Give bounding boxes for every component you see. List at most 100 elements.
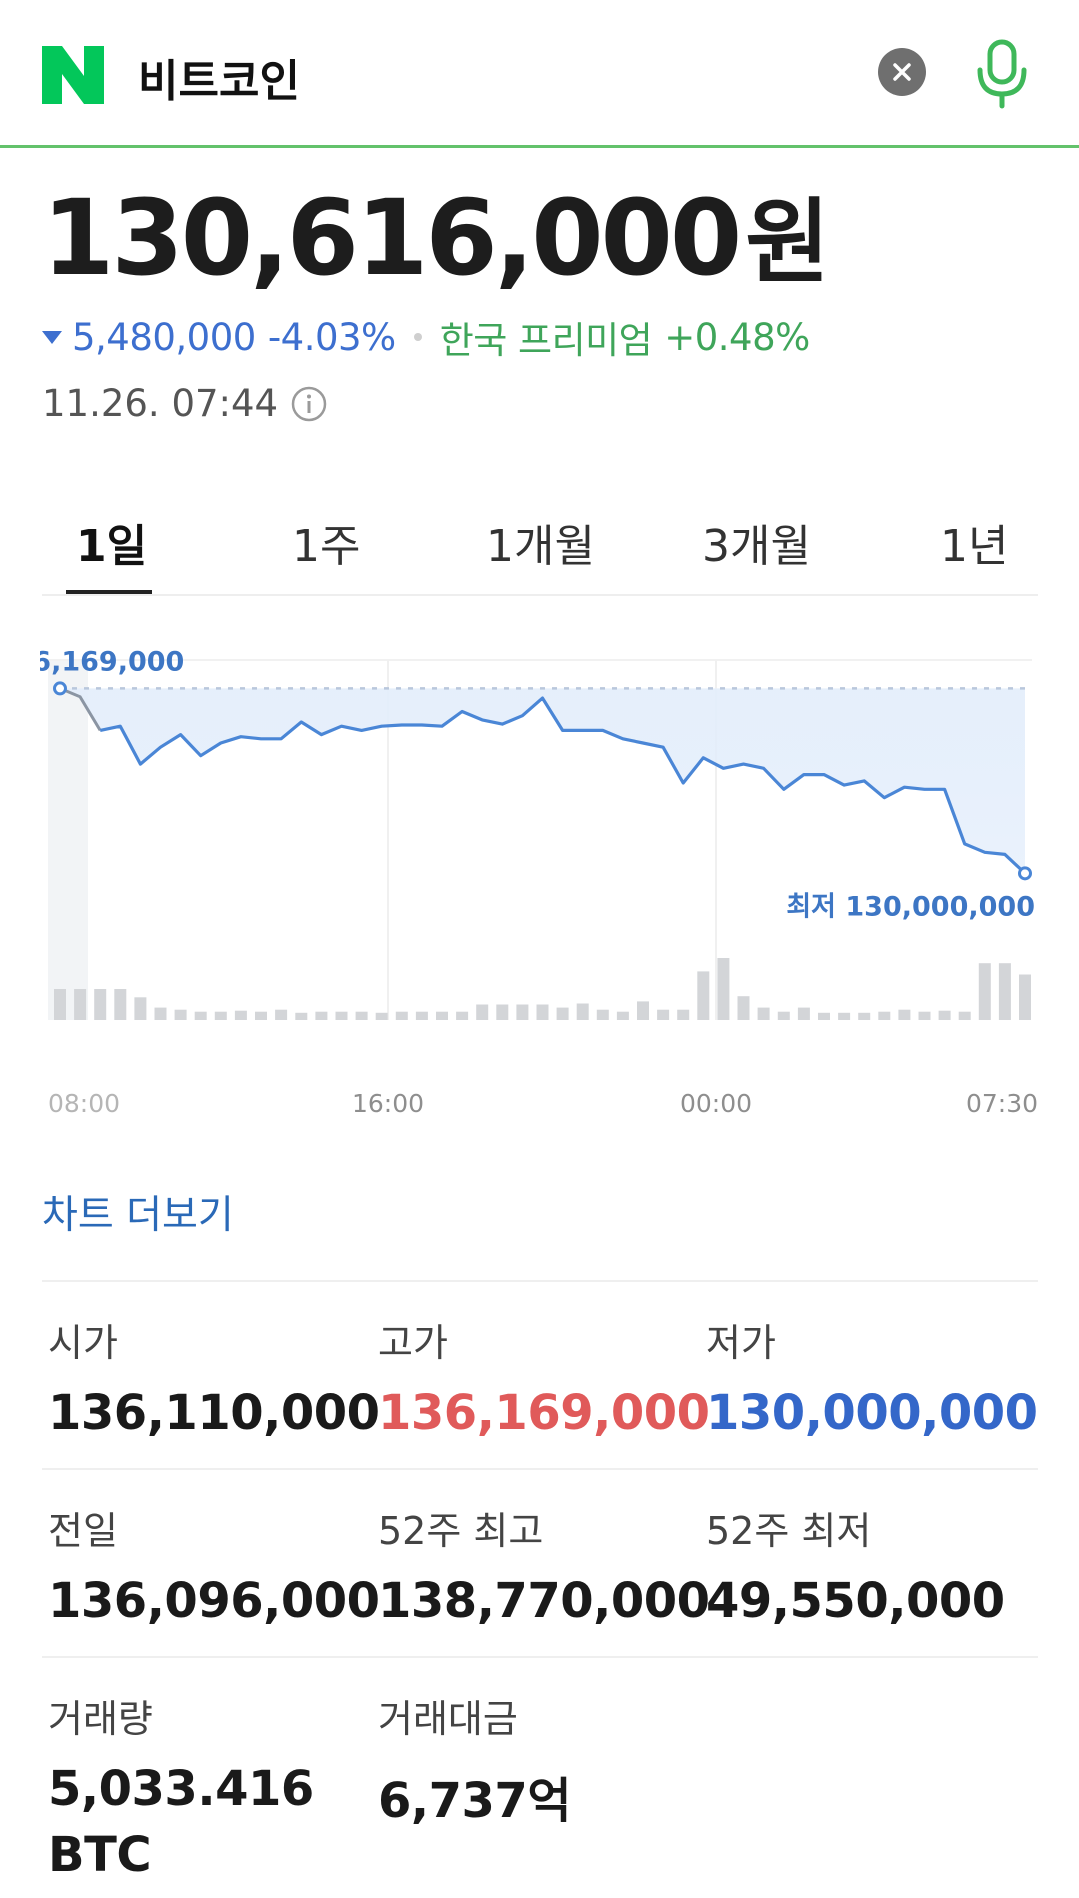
high-marker xyxy=(53,681,67,696)
quote-time-row: 11.26. 07:44 xyxy=(42,382,328,425)
stat-value: 138,770,000 xyxy=(378,1573,710,1629)
low-marker xyxy=(1018,866,1032,881)
tab-1week[interactable]: 1주 xyxy=(292,521,361,572)
x-tick-label: 08:00 xyxy=(48,1089,120,1118)
volume-bar xyxy=(757,1007,770,1020)
stat-value: 130,000,000 xyxy=(706,1385,1038,1441)
price-unit: 원 xyxy=(745,189,830,296)
stat-low: 저가 130,000,000 xyxy=(706,1312,1038,1441)
pre-session-line xyxy=(59,687,102,732)
tab-3months[interactable]: 3개월 xyxy=(702,521,811,572)
divider xyxy=(42,1280,1038,1282)
volume-bar xyxy=(536,1004,549,1020)
price-area xyxy=(60,688,1025,874)
volume-bar xyxy=(677,1009,690,1020)
volume-bar xyxy=(234,1010,247,1020)
volume-bar xyxy=(918,1011,931,1020)
stat-label: 52주 최저 xyxy=(706,1509,872,1553)
volume-bar xyxy=(315,1011,328,1020)
volume-bar xyxy=(436,1011,448,1020)
volume-bar xyxy=(516,1004,529,1020)
volume-bar xyxy=(576,1003,589,1020)
stat-value: 5,033.416 xyxy=(48,1761,314,1817)
volume-bar xyxy=(657,1009,670,1020)
x-tick-label: 16:00 xyxy=(352,1089,424,1118)
naver-logo-icon[interactable] xyxy=(42,46,104,104)
more-chart-link[interactable]: 차트 더보기 xyxy=(42,1193,234,1238)
volume-bar xyxy=(154,1007,167,1020)
volume-bar xyxy=(878,1011,891,1020)
price-value: 130,616,000 xyxy=(42,177,742,299)
change-row: 5,480,000 -4.03% 한국 프리미엄 +0.48% xyxy=(42,310,810,364)
volume-bar xyxy=(556,1007,569,1020)
volume-bar xyxy=(898,1009,911,1020)
stat-label: 고가 xyxy=(378,1321,448,1365)
stat-high: 고가 136,169,000 xyxy=(378,1312,710,1441)
volume-bar xyxy=(74,989,87,1020)
volume-bar xyxy=(355,1011,368,1020)
stat-value: 49,550,000 xyxy=(706,1573,1005,1629)
volume-bar xyxy=(295,1012,308,1020)
volume-bar xyxy=(958,1011,971,1020)
stat-label: 거래량 xyxy=(48,1697,153,1741)
volume-bar xyxy=(94,989,107,1020)
volume-bar xyxy=(415,1011,428,1020)
volume-bar xyxy=(476,1004,489,1020)
volume-bar xyxy=(797,1007,810,1020)
volume-bar xyxy=(637,1001,649,1020)
change-percent: -4.03% xyxy=(267,315,396,359)
volume-bar xyxy=(737,996,750,1020)
info-icon[interactable] xyxy=(290,385,328,423)
x-tick-label: 07:30 xyxy=(966,1089,1038,1118)
search-query[interactable]: 비트코인 xyxy=(138,56,300,107)
volume-bar xyxy=(456,1011,469,1020)
volume-bar xyxy=(255,1011,267,1020)
separator-dot xyxy=(413,333,422,341)
down-arrow-icon xyxy=(42,330,62,344)
price-line xyxy=(99,696,1027,875)
active-tab-indicator xyxy=(66,590,152,594)
low-label: 최저 130,000,000 xyxy=(786,891,1035,922)
volume-bar xyxy=(697,971,710,1020)
volume-bar xyxy=(616,1011,629,1020)
volume-bar xyxy=(275,1009,288,1020)
current-price: 130,616,000원 xyxy=(42,168,830,301)
tab-1year[interactable]: 1년 xyxy=(940,521,1009,572)
pre-session-shade xyxy=(48,660,88,1020)
volume-bar xyxy=(838,1012,851,1020)
microphone-icon[interactable] xyxy=(972,38,1032,110)
volume-bar xyxy=(114,989,127,1020)
tab-1month[interactable]: 1개월 xyxy=(486,521,595,572)
volume-bar xyxy=(596,1009,609,1020)
volume-bar xyxy=(777,1011,790,1020)
stat-value-unit: BTC xyxy=(48,1827,152,1883)
volume-bar xyxy=(395,1011,408,1020)
tab-1day[interactable]: 1일 xyxy=(76,521,148,572)
stat-label: 거래대금 xyxy=(378,1697,518,1741)
volume-bar xyxy=(717,958,730,1020)
volume-bar xyxy=(1019,974,1031,1020)
stat-volume: 거래량 5,033.416 BTC xyxy=(48,1688,314,1883)
high-label: 최고 136,169,000 xyxy=(40,646,184,677)
divider xyxy=(42,1656,1038,1658)
stat-label: 저가 xyxy=(706,1321,776,1365)
volume-bar xyxy=(496,1004,509,1020)
stat-52w-low: 52주 최저 49,550,000 xyxy=(706,1500,1005,1629)
chart-canvas: 최고 136,169,000 최저 130,000,000 08:00 16:00… xyxy=(0,646,1038,1118)
period-tabs: 1일 1주 1개월 3개월 1년 xyxy=(42,498,1038,596)
stat-52w-high: 52주 최고 138,770,000 xyxy=(378,1500,710,1629)
stat-value: 6,737억 xyxy=(378,1773,572,1829)
volume-bar xyxy=(978,963,991,1020)
x-axis-ticks: 08:00 16:00 00:00 07:30 xyxy=(48,1089,1038,1118)
volume-bar xyxy=(54,989,66,1020)
price-chart[interactable]: 최고 136,169,000 최저 130,000,000 08:00 16:00… xyxy=(0,640,1040,1130)
volume-bar xyxy=(174,1009,187,1020)
volume-bar xyxy=(858,1012,871,1020)
quote-timestamp: 11.26. 07:44 xyxy=(42,382,279,425)
stat-trade-value: 거래대금 6,737억 xyxy=(378,1688,572,1831)
clear-search-button[interactable] xyxy=(878,48,926,96)
close-icon xyxy=(893,63,911,81)
premium-label: 한국 프리미엄 xyxy=(439,319,653,362)
search-bar: 비트코인 xyxy=(0,0,1079,148)
stat-label: 전일 xyxy=(48,1509,118,1553)
